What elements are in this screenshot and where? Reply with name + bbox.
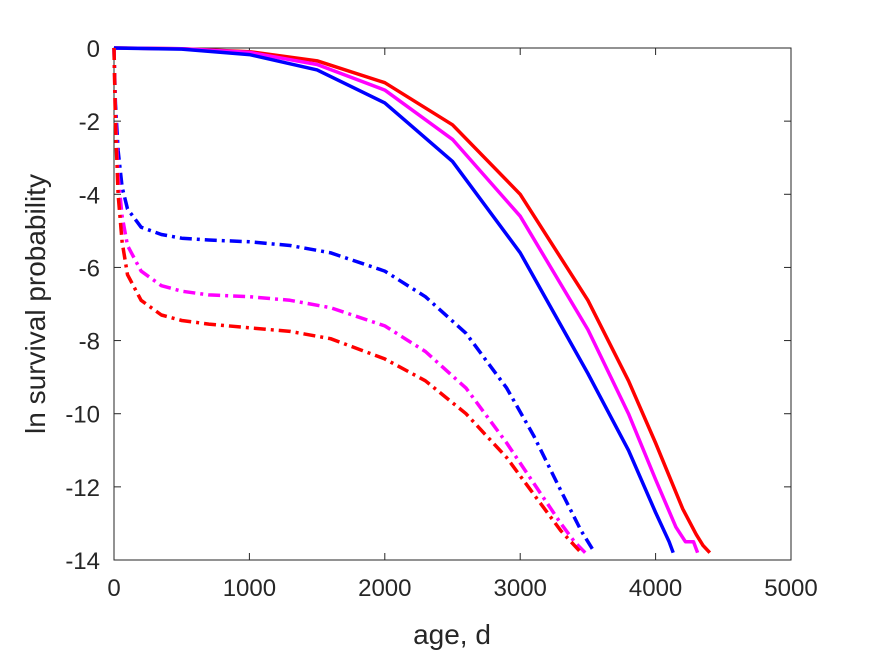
x-axis-label: age, d: [413, 619, 491, 650]
series-line-6: [112, 47, 583, 554]
x-tick-label: 2000: [358, 575, 411, 602]
y-tick-label: -10: [65, 402, 100, 429]
x-tick-label: 4000: [629, 575, 682, 602]
y-tick-label: -2: [79, 109, 100, 136]
series-line-4: [112, 47, 597, 554]
x-tick-label: 1000: [223, 575, 276, 602]
y-tick-label: -4: [79, 182, 100, 209]
series-lines: [112, 46, 712, 554]
y-tick-label: 0: [87, 36, 100, 63]
y-tick-label: -6: [79, 255, 100, 282]
y-tick-label: -14: [65, 548, 100, 575]
series-line-5: [112, 47, 587, 554]
x-tick-label: 5000: [764, 575, 817, 602]
y-tick-label: -12: [65, 475, 100, 502]
series-line-3: [113, 46, 675, 554]
series-line-2: [113, 46, 700, 554]
series-line-1: [113, 46, 712, 554]
axis-ticks: 0 1000 2000 3000 4000 5000 0 -2 -4 -6 -8 -10 -12 -14: [65, 36, 817, 602]
y-axis-label: ln survival probability: [20, 174, 51, 434]
x-tick-label: 0: [107, 575, 120, 602]
y-tick-label: -8: [79, 329, 100, 356]
plot-area-frame: [113, 47, 792, 561]
x-tick-label: 3000: [494, 575, 547, 602]
